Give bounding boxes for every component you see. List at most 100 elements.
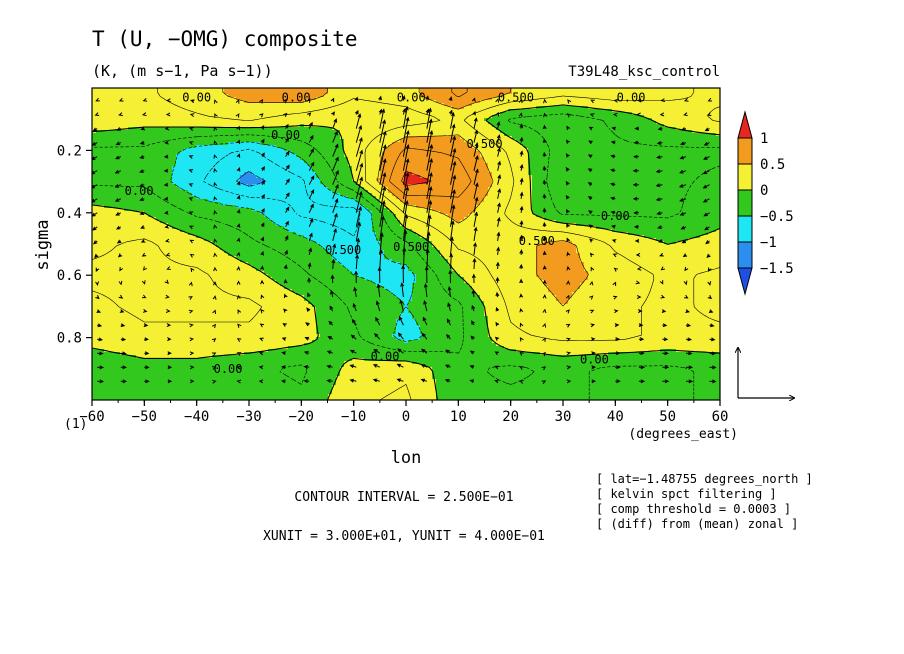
field-cell	[644, 106, 649, 110]
field-cell	[224, 151, 229, 155]
field-cell	[236, 109, 241, 113]
field-cell	[360, 112, 365, 116]
field-cell	[496, 106, 501, 110]
field-cell	[644, 163, 649, 167]
field-cell	[564, 115, 569, 119]
field-cell	[456, 181, 461, 185]
field-cell	[96, 136, 101, 140]
field-cell	[604, 163, 609, 167]
field-cell	[372, 163, 377, 167]
field-cell	[312, 136, 317, 140]
field-cell	[344, 124, 349, 128]
field-cell	[336, 160, 341, 164]
field-cell	[528, 103, 533, 107]
field-cell	[368, 160, 373, 164]
field-cell	[116, 148, 121, 152]
field-cell	[308, 166, 313, 170]
field-cell	[412, 142, 417, 146]
field-cell	[404, 133, 409, 137]
field-cell	[476, 94, 481, 98]
field-cell	[248, 127, 253, 131]
field-cell	[464, 154, 469, 158]
field-cell	[164, 178, 169, 182]
field-cell	[660, 178, 665, 182]
field-cell	[548, 133, 553, 137]
field-cell	[548, 115, 553, 119]
field-cell	[580, 163, 585, 167]
field-cell	[452, 100, 457, 104]
field-cell	[324, 124, 329, 128]
field-cell	[108, 88, 113, 92]
field-cell	[124, 166, 129, 170]
field-cell	[492, 118, 497, 122]
field-cell	[156, 106, 161, 110]
field-cell	[500, 106, 505, 110]
field-cell	[424, 121, 429, 125]
field-cell	[548, 106, 553, 110]
field-cell	[660, 130, 665, 134]
field-cell	[332, 130, 337, 134]
field-cell	[132, 106, 137, 110]
field-cell	[292, 151, 297, 155]
field-cell	[140, 175, 145, 179]
field-cell	[532, 172, 537, 176]
field-cell	[508, 172, 513, 176]
field-cell	[512, 130, 517, 134]
field-cell	[460, 151, 465, 155]
field-cell	[92, 127, 97, 131]
field-cell	[280, 91, 285, 95]
field-cell	[96, 160, 101, 164]
field-cell	[168, 115, 173, 119]
field-cell	[284, 175, 289, 179]
field-cell	[224, 157, 229, 161]
field-cell	[132, 160, 137, 164]
field-cell	[156, 88, 161, 92]
field-cell	[420, 154, 425, 158]
chart-title: T (U, −OMG) composite	[92, 27, 358, 51]
field-cell	[688, 109, 693, 113]
field-cell	[156, 157, 161, 161]
field-cell	[300, 100, 305, 104]
field-cell	[472, 163, 477, 167]
field-cell	[280, 181, 285, 185]
field-cell	[316, 169, 321, 173]
field-cell	[476, 178, 481, 182]
field-cell	[200, 142, 205, 146]
field-cell	[264, 136, 269, 140]
field-cell	[188, 142, 193, 146]
field-cell	[220, 112, 225, 116]
field-cell	[600, 148, 605, 152]
field-cell	[180, 127, 185, 131]
field-cell	[196, 160, 201, 164]
field-cell	[152, 127, 157, 131]
field-cell	[216, 181, 221, 185]
field-cell	[640, 112, 645, 116]
field-cell	[644, 127, 649, 131]
field-cell	[280, 94, 285, 98]
field-cell	[624, 109, 629, 113]
field-cell	[476, 142, 481, 146]
field-cell	[468, 136, 473, 140]
field-cell	[484, 109, 489, 113]
field-cell	[380, 100, 385, 104]
field-cell	[700, 172, 705, 176]
field-cell	[516, 130, 521, 134]
field-cell	[132, 163, 137, 167]
field-cell	[484, 157, 489, 161]
field-cell	[96, 121, 101, 125]
field-cell	[700, 178, 705, 182]
field-cell	[616, 94, 621, 98]
field-cell	[332, 100, 337, 104]
field-cell	[260, 97, 265, 101]
field-cell	[196, 133, 201, 137]
field-cell	[644, 94, 649, 98]
field-cell	[128, 181, 133, 185]
field-cell	[460, 100, 465, 104]
field-cell	[448, 139, 453, 143]
field-cell	[700, 91, 705, 95]
field-cell	[196, 172, 201, 176]
field-cell	[668, 118, 673, 122]
field-cell	[436, 136, 441, 140]
field-cell	[160, 88, 165, 92]
field-cell	[220, 121, 225, 125]
